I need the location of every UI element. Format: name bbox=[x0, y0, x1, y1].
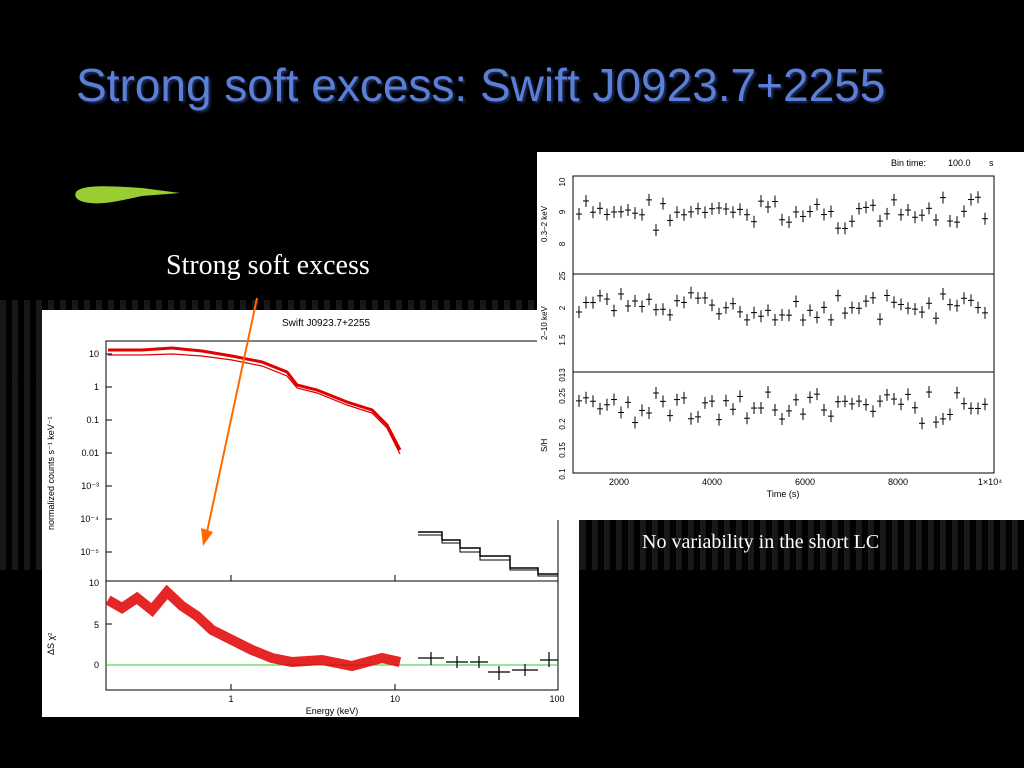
arrow-annotation bbox=[201, 297, 258, 546]
lightcurve-plot: Bin time: 100.0 s 0.3–2 keV 2–10 keV S/H… bbox=[540, 158, 1002, 499]
xrt-spectrum-model bbox=[108, 353, 401, 455]
lc-xtick-8000: 8000 bbox=[888, 477, 908, 487]
lc-p3-tick-013: 013 bbox=[558, 368, 567, 382]
lc-panel1-ylabel: 0.3–2 keV bbox=[540, 205, 549, 242]
lightcurve-figure: Bin time: 100.0 s 0.3–2 keV 2–10 keV S/H… bbox=[537, 152, 1024, 520]
lc-xtick-2000: 2000 bbox=[609, 477, 629, 487]
lc-p2-tick-1.5: 1.5 bbox=[558, 334, 567, 346]
xrt-residuals bbox=[105, 584, 402, 672]
resid-ytick-10: 10 bbox=[89, 578, 99, 588]
bin-time-unit: s bbox=[989, 158, 994, 168]
striped-background-right bbox=[580, 520, 1024, 570]
lc-panel1-frame bbox=[572, 175, 995, 275]
xtick-1: 1 bbox=[228, 694, 233, 704]
lc-data-points bbox=[576, 191, 988, 430]
lc-xtick-6000: 6000 bbox=[795, 477, 815, 487]
bin-time-label: Bin time: bbox=[891, 158, 926, 168]
ytick-1e-3: 10⁻³ bbox=[81, 481, 99, 491]
ytick-10: 10 bbox=[89, 349, 99, 359]
lc-p3-tick-0.1: 0.1 bbox=[558, 468, 567, 480]
caption-no-variability: No variability in the short LC bbox=[642, 531, 880, 553]
bat-spectrum-data bbox=[418, 534, 558, 577]
ytick-1: 1 bbox=[94, 382, 99, 392]
lc-xtick-4000: 4000 bbox=[702, 477, 722, 487]
lc-panel2-frame bbox=[572, 273, 995, 373]
ytick-0.01: 0.01 bbox=[81, 448, 99, 458]
lc-p2-tick-25: 25 bbox=[558, 271, 567, 280]
bat-residuals bbox=[418, 652, 558, 680]
bin-time-value: 100.0 bbox=[948, 158, 971, 168]
resid-ytick-5: 5 bbox=[94, 620, 99, 630]
lc-panel3-ylabel: S/H bbox=[540, 438, 549, 452]
lc-p1-tick-8: 8 bbox=[558, 241, 567, 246]
lc-p1-tick-10: 10 bbox=[558, 177, 567, 186]
caption-strong-soft-excess: Strong soft excess bbox=[166, 250, 370, 281]
xtick-10: 10 bbox=[390, 694, 400, 704]
spectrum-title: Swift J0923.7+2255 bbox=[282, 318, 371, 329]
lc-p1-tick-9: 9 bbox=[558, 209, 567, 214]
lc-p3-tick-0.15: 0.15 bbox=[558, 442, 567, 458]
ytick-1e-5: 10⁻⁵ bbox=[81, 547, 100, 557]
xtick-100: 100 bbox=[549, 694, 564, 704]
slide-title: Strong soft excess: Swift J0923.7+2255 bbox=[76, 59, 886, 111]
lc-xtick-1e4: 1×10⁴ bbox=[978, 477, 1002, 487]
spectrum-main-frame bbox=[105, 340, 559, 582]
lc-xlabel: Time (s) bbox=[767, 489, 800, 499]
lc-p3-tick-0.25: 0.25 bbox=[558, 388, 567, 404]
bat-spectrum-model bbox=[418, 531, 558, 575]
spectrum-xlabel: Energy (keV) bbox=[306, 706, 359, 716]
lc-p2-tick-2: 2 bbox=[558, 305, 567, 310]
lc-panel3-frame bbox=[572, 371, 995, 474]
spectrum-ylabel: normalized counts s⁻¹ keV⁻¹ bbox=[46, 416, 56, 530]
lc-p3-tick-0.2: 0.2 bbox=[558, 418, 567, 430]
ytick-0.1: 0.1 bbox=[86, 415, 99, 425]
resid-ytick-0: 0 bbox=[94, 660, 99, 670]
spectrum-plot: Swift J0923.7+2255 10 1 0.1 0.01 10⁻³ 10… bbox=[46, 318, 565, 716]
lc-panel2-ylabel: 2–10 keV bbox=[540, 306, 549, 340]
spectrum-figure: Swift J0923.7+2255 10 1 0.1 0.01 10⁻³ 10… bbox=[42, 310, 579, 717]
brush-stroke-decoration bbox=[75, 186, 180, 204]
spectrum-residual-frame bbox=[105, 580, 559, 691]
ytick-1e-4: 10⁻⁴ bbox=[80, 514, 99, 524]
xrt-spectrum-data bbox=[108, 346, 402, 451]
residual-ylabel: ΔS χ² bbox=[46, 633, 56, 655]
